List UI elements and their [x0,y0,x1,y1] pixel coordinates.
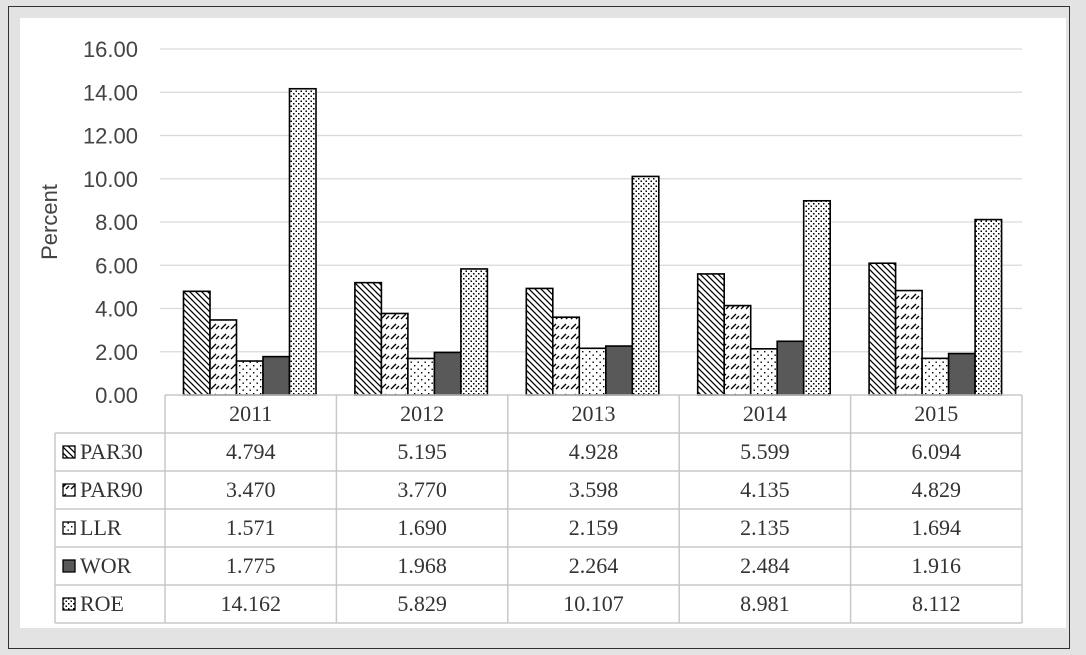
y-tick-label: 4.00 [95,297,138,322]
bar-llr-2011 [235,360,264,396]
table-cell-value: 10.107 [563,591,624,616]
table-cell-value: 6.094 [912,439,962,464]
legend-key-par30 [62,445,76,459]
table-cell-value: 1.690 [397,515,447,540]
table-cell-value: 1.694 [912,515,962,540]
bar-par30-2011 [182,290,211,396]
legend-key-wor [62,559,76,573]
bar-par90-2014 [723,304,752,396]
bar-par90-2013 [551,316,581,396]
legend-label-par90: PAR90 [80,477,143,502]
table-cell-value: 1.968 [397,553,447,578]
category-label: 2014 [743,401,787,426]
legend-label-par30: PAR30 [80,439,143,464]
legend-key-roe [62,597,76,611]
y-tick-label: 16.00 [83,37,138,62]
table-cell-value: 3.470 [226,477,276,502]
bar-par30-2015 [868,262,897,396]
bar-roe-2015 [974,218,1003,396]
table-cell-value: 5.195 [397,439,447,464]
bar-llr-2015 [921,357,950,396]
bar-roe-2012 [460,268,489,396]
y-tick-label: 14.00 [83,80,138,105]
table-cell-value: 4.928 [569,439,619,464]
table-cell-value: 1.916 [912,553,962,578]
table-cell-value: 2.135 [740,515,790,540]
bar-par30-2014 [696,273,726,396]
category-label: 2012 [400,401,444,426]
table-cell-value: 14.162 [220,591,281,616]
bar-par90-2011 [209,319,238,396]
table-cell-value: 4.829 [912,477,962,502]
legend-label-llr: LLR [80,515,122,540]
y-tick-label: 6.00 [95,253,138,278]
bar-llr-2013 [578,347,607,396]
bar-roe-2011 [288,87,317,396]
bar-par90-2012 [380,312,409,396]
table-cell-value: 2.484 [740,553,790,578]
bar-par30-2012 [354,281,383,396]
bars [182,87,1003,396]
bar-par30-2013 [525,287,554,396]
bar-wor-2012 [433,351,462,396]
bar-wor-2014 [776,340,805,396]
y-axis-label: Percent [37,184,62,260]
y-tick-label: 12.00 [83,124,138,149]
y-tick-label: 8.00 [95,210,138,235]
data-table: 2011 2012 2013 2014 2015 PAR30 4.794 5.195 4.928… [54,394,1023,624]
table-cell-value: 3.770 [397,477,447,502]
bar-wor-2013 [604,345,634,396]
table-cell-value: 2.264 [569,553,619,578]
table-cell-value: 5.829 [397,591,447,616]
table-cell-value: 2.159 [569,515,619,540]
table-cell-value: 1.775 [226,553,276,578]
legend-key-par90 [62,483,76,497]
bar-roe-2014 [802,199,832,396]
bar-roe-2013 [631,175,660,396]
table-cell-value: 1.571 [226,515,276,540]
table-cell-value: 4.794 [226,439,276,464]
category-label: 2015 [914,401,958,426]
y-axis: 0.00 2.00 4.00 6.00 8.00 10.00 12.00 14.00 16.00… [37,37,138,408]
legend-label-wor: WOR [80,553,132,578]
category-label: 2013 [572,401,616,426]
category-label: 2011 [229,401,272,426]
table-cell-value: 8.981 [740,591,790,616]
bar-wor-2015 [947,352,976,396]
table-cell-value: 3.598 [569,477,619,502]
bar-llr-2012 [407,357,436,396]
table-cell-value: 5.599 [740,439,790,464]
legend-label-roe: ROE [80,591,124,616]
bar-wor-2011 [262,355,291,396]
table-cell-value: 8.112 [912,591,961,616]
bar-llr-2014 [749,348,779,396]
legend-key-llr [62,521,76,535]
bar-par90-2015 [894,289,923,396]
y-tick-label: 10.00 [83,167,138,192]
table-cell-value: 4.135 [740,477,790,502]
y-tick-label: 0.00 [95,383,138,408]
y-tick-label: 2.00 [95,340,138,365]
